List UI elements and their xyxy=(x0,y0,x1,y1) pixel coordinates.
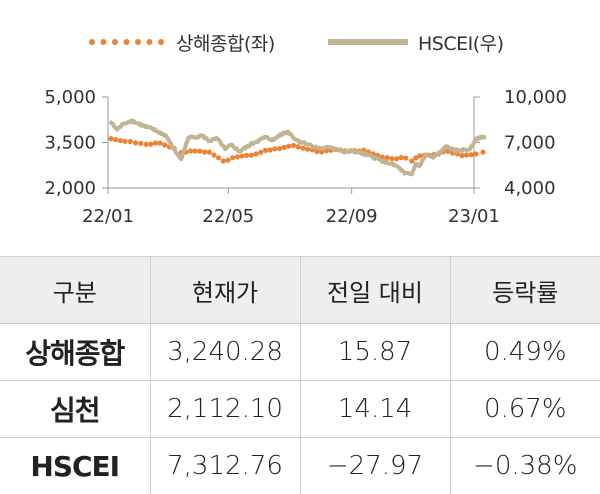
series-shanghai-point xyxy=(225,158,230,163)
row-rate: −0.38% xyxy=(450,438,600,494)
row-change: 15.87 xyxy=(300,324,450,381)
series-shanghai-point xyxy=(235,154,240,159)
series-shanghai-point xyxy=(153,140,158,145)
series-shanghai-point xyxy=(480,150,485,155)
y-left-tick-label: 2,000 xyxy=(44,178,96,199)
series-shanghai-point xyxy=(144,142,149,147)
series-shanghai-point xyxy=(197,149,202,154)
row-price: 7,312.76 xyxy=(150,438,300,494)
series-shanghai-point xyxy=(216,155,221,160)
row-name: 심천 xyxy=(0,381,150,438)
y-right-tick-label: 4,000 xyxy=(504,178,556,199)
series-shanghai-point xyxy=(296,144,301,149)
series-shanghai-point xyxy=(305,147,310,152)
table-row: 상해종합 3,240.28 15.87 0.49% xyxy=(0,324,600,381)
x-tick-label: 22/01 xyxy=(82,206,134,227)
series-shanghai-point xyxy=(207,150,212,155)
series-shanghai-point xyxy=(389,156,394,161)
x-tick-label: 23/01 xyxy=(448,206,500,227)
series-shanghai-point xyxy=(394,156,399,161)
series-shanghai-point xyxy=(118,138,123,143)
row-change: 14.14 xyxy=(300,381,450,438)
series-shanghai-point xyxy=(133,140,138,145)
series-shanghai-point xyxy=(263,148,268,153)
header-change: 전일 대비 xyxy=(300,257,450,324)
y-left-tick-label: 3,500 xyxy=(44,133,96,154)
series-shanghai-point xyxy=(148,142,153,147)
header-change-rate: 등락률 xyxy=(450,257,600,324)
row-rate: 0.67% xyxy=(450,381,600,438)
header-category: 구분 xyxy=(0,257,150,324)
x-tick-label: 22/09 xyxy=(326,206,378,227)
table-row: 심천 2,112.10 14.14 0.67% xyxy=(0,381,600,438)
series-shanghai-point xyxy=(291,143,296,148)
y-right-tick-label: 7,000 xyxy=(504,133,556,154)
series-shanghai-point xyxy=(469,152,474,157)
header-current-price: 현재가 xyxy=(150,257,300,324)
series-shanghai-point xyxy=(254,151,259,156)
series-shanghai-point xyxy=(272,146,277,151)
series-shanghai-point xyxy=(286,144,291,149)
series-shanghai-point xyxy=(230,155,235,160)
series-shanghai-point xyxy=(464,152,469,157)
series-shanghai-point xyxy=(202,149,207,154)
series-shanghai-point xyxy=(239,153,244,158)
series-shanghai-point xyxy=(473,151,478,156)
series-shanghai-point xyxy=(162,142,167,147)
x-tick-label: 22/05 xyxy=(202,206,254,227)
row-price: 2,112.10 xyxy=(150,381,300,438)
series-shanghai-point xyxy=(211,152,216,157)
series-shanghai-point xyxy=(249,153,254,158)
row-rate: 0.49% xyxy=(450,324,600,381)
series-shanghai-point xyxy=(158,141,163,146)
table-header-row: 구분 현재가 전일 대비 등락률 xyxy=(0,257,600,324)
row-change: −27.97 xyxy=(300,438,450,494)
series-shanghai-point xyxy=(399,155,404,160)
series-shanghai-point xyxy=(138,141,143,146)
series-shanghai-point xyxy=(459,153,464,158)
quote-table: 구분 현재가 전일 대비 등락률 상해종합 3,240.28 15.87 0.4… xyxy=(0,256,600,494)
series-shanghai-point xyxy=(300,146,305,151)
series-shanghai-point xyxy=(108,136,113,141)
series-shanghai-point xyxy=(268,147,273,152)
series-shanghai-point xyxy=(277,146,282,151)
line-chart: 5,000 3,500 2,000 10,000 7,000 4,000 22/01 22/0… xyxy=(0,0,600,250)
series-shanghai-point xyxy=(193,148,198,153)
series-shanghai-point xyxy=(128,139,133,144)
series-shanghai-point xyxy=(282,145,287,150)
series-shanghai-point xyxy=(113,137,118,142)
table-row: HSCEI 7,312.76 −27.97 −0.38% xyxy=(0,438,600,494)
series-shanghai-point xyxy=(188,148,193,153)
series-shanghai-point xyxy=(122,139,127,144)
series-shanghai-point xyxy=(417,153,422,158)
series-shanghai-point xyxy=(258,150,263,155)
row-price: 3,240.28 xyxy=(150,324,300,381)
series-shanghai-point xyxy=(403,155,408,160)
series-shanghai-point xyxy=(244,153,249,158)
row-name: 상해종합 xyxy=(0,324,150,381)
y-right-tick-label: 10,000 xyxy=(504,87,567,108)
series-shanghai-point xyxy=(221,158,226,163)
row-name: HSCEI xyxy=(0,438,150,494)
y-left-tick-label: 5,000 xyxy=(44,87,96,108)
